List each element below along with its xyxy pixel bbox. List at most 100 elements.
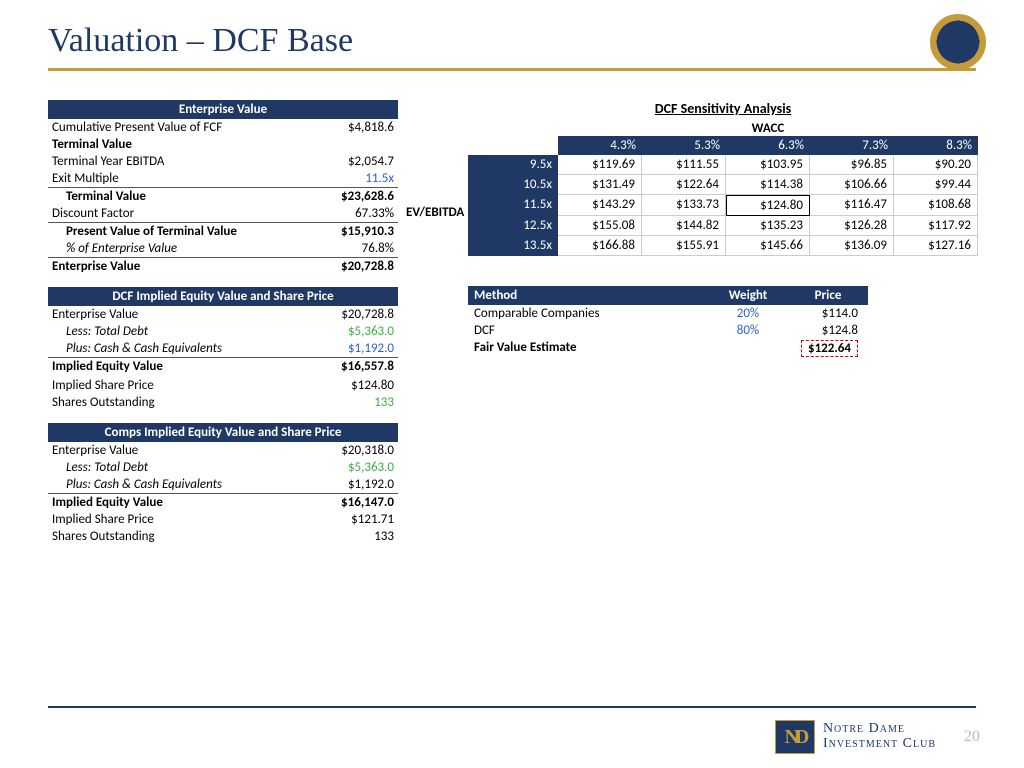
comps-implied-block: Comps Implied Equity Value and Share Pri…: [48, 423, 398, 545]
dcf-label: Enterprise Value: [52, 307, 314, 322]
ev-value: $20,728.8: [314, 259, 394, 274]
comps-label: Enterprise Value: [52, 443, 314, 458]
ev-label: Present Value of Terminal Value: [52, 224, 314, 239]
ev-row: Exit Multiple11.5x: [48, 170, 398, 188]
page-title: Valuation – DCF Base: [0, 0, 1024, 68]
sensitivity-cell: $144.82: [642, 216, 726, 236]
wacc-label: WACC: [558, 121, 978, 136]
sensitivity-cell: $143.29: [558, 195, 642, 216]
dcf-label: Plus: Cash & Cash Equivalents: [52, 341, 314, 356]
right-column: DCF Sensitivity Analysis WACC EV/EBITDA …: [468, 100, 978, 358]
dcf-row: Shares Outstanding133: [48, 394, 398, 411]
ev-value: $2,054.7: [314, 154, 394, 169]
sensitivity-cell: $116.47: [810, 195, 894, 216]
ev-row: Present Value of Terminal Value$15,910.3: [48, 223, 398, 240]
sensitivity-cell: $135.23: [726, 216, 810, 236]
left-column: Enterprise Value Cumulative Present Valu…: [48, 100, 398, 557]
comps-value: $5,363.0: [314, 460, 394, 475]
comps-label: Implied Equity Value: [52, 495, 314, 510]
ev-label: Discount Factor: [52, 206, 314, 221]
sensitivity-cell: $103.95: [726, 155, 810, 175]
sensitivity-cell: $126.28: [810, 216, 894, 236]
fv-weight: 80%: [708, 323, 788, 338]
dcf-value: $16,557.8: [314, 359, 394, 374]
wacc-header-cell: 4.3%: [558, 136, 642, 155]
sensitivity-cell: $136.09: [810, 236, 894, 256]
sensitivity-cell: $122.64: [642, 175, 726, 195]
ev-row: % of Enterprise Value76.8%: [48, 240, 398, 258]
ev-value: 11.5x: [314, 171, 394, 186]
fv-col-price: Price: [788, 286, 868, 305]
fv-col-weight: Weight: [708, 286, 788, 305]
ev-header: Enterprise Value: [48, 100, 398, 119]
enterprise-value-block: Enterprise Value Cumulative Present Valu…: [48, 100, 398, 275]
fv-weight: 20%: [708, 306, 788, 321]
fv-row: Comparable Companies20%$114.0: [468, 305, 868, 322]
sensitivity-grid: 4.3%5.3%6.3%7.3%8.3%9.5x$119.69$111.55$1…: [468, 136, 978, 256]
comps-value: $121.71: [314, 512, 394, 527]
sensitivity-cell: $99.44: [894, 175, 978, 195]
sensitivity-title: DCF Sensitivity Analysis: [468, 100, 978, 117]
sensitivity-cell: $133.73: [642, 195, 726, 216]
sensitivity-cell: $96.85: [810, 155, 894, 175]
fv-price: $114.0: [788, 306, 868, 321]
dcf-row: Less: Total Debt$5,363.0: [48, 323, 398, 340]
ev-row: Terminal Year EBITDA$2,054.7: [48, 153, 398, 170]
sensitivity-cell: $108.68: [894, 195, 978, 216]
multiple-header-cell: 10.5x: [468, 175, 558, 195]
dcf-value: $124.80: [314, 378, 394, 393]
sensitivity-cell: $124.80: [726, 195, 810, 216]
wacc-header-cell: 6.3%: [726, 136, 810, 155]
sensitivity-cell: $114.38: [726, 175, 810, 195]
comps-row: Implied Equity Value$16,147.0: [48, 494, 398, 511]
comps-row: Implied Share Price$121.71: [48, 511, 398, 528]
fair-value-estimate-label: Fair Value Estimate: [468, 340, 708, 357]
sensitivity-cell: $119.69: [558, 155, 642, 175]
page-number: 20: [964, 728, 980, 746]
dcf-row: Plus: Cash & Cash Equivalents$1,192.0: [48, 340, 398, 358]
ev-label: Cumulative Present Value of FCF: [52, 120, 314, 135]
bottom-rule: [48, 706, 976, 708]
university-seal: [930, 14, 986, 70]
comps-row: Plus: Cash & Cash Equivalents$1,192.0: [48, 476, 398, 494]
ev-label: Terminal Year EBITDA: [52, 154, 314, 169]
fv-method: Comparable Companies: [468, 306, 708, 321]
sensitivity-cell: $155.08: [558, 216, 642, 236]
comps-value: $16,147.0: [314, 495, 394, 510]
sensitivity-cell: $155.91: [642, 236, 726, 256]
sensitivity-cell: $106.66: [810, 175, 894, 195]
dcf-label: Less: Total Debt: [52, 324, 314, 339]
fv-col-method: Method: [468, 286, 708, 305]
footer-org-line1: Notre Dame: [823, 722, 936, 737]
ev-label: Enterprise Value: [52, 259, 314, 274]
fair-value-estimate-value: $122.64: [801, 340, 858, 357]
title-rule: [48, 68, 976, 71]
ev-value: $15,910.3: [314, 224, 394, 239]
wacc-header-cell: 7.3%: [810, 136, 894, 155]
comps-row: Shares Outstanding133: [48, 528, 398, 545]
ev-row: Cumulative Present Value of FCF$4,818.6: [48, 119, 398, 136]
sensitivity-block: DCF Sensitivity Analysis WACC EV/EBITDA …: [468, 100, 978, 256]
fv-method: DCF: [468, 323, 708, 338]
dcf-row: Implied Equity Value$16,557.8: [48, 358, 398, 375]
dcf-row: Enterprise Value$20,728.8: [48, 306, 398, 323]
comps-row: Enterprise Value$20,318.0: [48, 442, 398, 459]
content-area: Enterprise Value Cumulative Present Valu…: [48, 100, 976, 698]
sensitivity-cell: $127.16: [894, 236, 978, 256]
dcf-implied-block: DCF Implied Equity Value and Share Price…: [48, 287, 398, 411]
comps-value: $20,318.0: [314, 443, 394, 458]
wacc-header-cell: 8.3%: [894, 136, 978, 155]
dcf-label: Implied Equity Value: [52, 359, 314, 374]
ev-value: $4,818.6: [314, 120, 394, 135]
sensitivity-cell: $111.55: [642, 155, 726, 175]
footer: ND Notre Dame Investment Club 20: [775, 720, 980, 754]
fv-header-row: Method Weight Price: [468, 286, 868, 305]
sensitivity-cell: $131.49: [558, 175, 642, 195]
comps-label: Less: Total Debt: [52, 460, 314, 475]
comps-implied-header: Comps Implied Equity Value and Share Pri…: [48, 423, 398, 442]
comps-label: Plus: Cash & Cash Equivalents: [52, 477, 314, 492]
ev-label: Exit Multiple: [52, 171, 314, 186]
multiple-header-cell: 11.5x: [468, 195, 558, 216]
wacc-header-cell: 5.3%: [642, 136, 726, 155]
dcf-value: $20,728.8: [314, 307, 394, 322]
